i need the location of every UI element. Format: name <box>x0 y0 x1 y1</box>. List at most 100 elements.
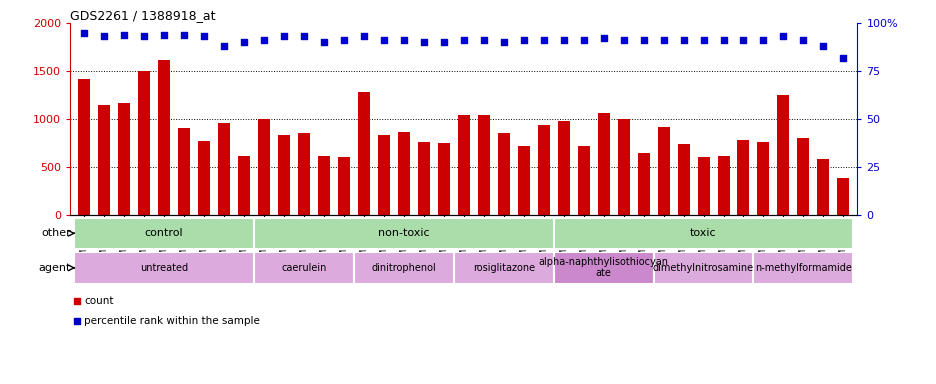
Point <box>356 33 371 40</box>
Point <box>735 37 750 43</box>
Bar <box>118 103 130 215</box>
Text: non-toxic: non-toxic <box>377 228 430 238</box>
Bar <box>557 121 569 215</box>
Bar <box>777 94 789 215</box>
Bar <box>197 141 210 215</box>
Point <box>755 37 770 43</box>
Bar <box>417 142 430 215</box>
Point <box>535 37 550 43</box>
Point <box>616 37 631 43</box>
Text: rosiglitazone: rosiglitazone <box>472 263 534 273</box>
Point <box>775 33 790 40</box>
Bar <box>553 252 653 283</box>
Text: control: control <box>145 228 183 238</box>
Bar <box>597 113 609 215</box>
Bar <box>178 128 190 215</box>
Bar <box>458 115 469 215</box>
Text: toxic: toxic <box>690 228 716 238</box>
Point <box>695 37 710 43</box>
Text: percentile rank within the sample: percentile rank within the sample <box>84 316 260 326</box>
Bar <box>737 140 749 215</box>
Bar <box>138 71 150 215</box>
Point <box>236 39 251 45</box>
Point <box>77 30 92 36</box>
Bar <box>437 143 449 215</box>
Bar <box>553 218 853 249</box>
Bar <box>74 218 254 249</box>
Bar <box>756 142 768 215</box>
Bar <box>338 157 349 215</box>
Point <box>475 37 490 43</box>
Bar <box>696 157 709 215</box>
Bar <box>254 218 553 249</box>
Text: count: count <box>84 296 114 306</box>
Bar <box>518 146 529 215</box>
Point <box>96 33 111 40</box>
Point <box>177 31 192 38</box>
Bar <box>74 252 254 283</box>
Bar <box>377 136 389 215</box>
Bar <box>298 134 310 215</box>
Bar <box>354 252 453 283</box>
Bar <box>218 123 230 215</box>
Bar <box>453 252 553 283</box>
Bar <box>158 61 170 215</box>
Point <box>416 39 431 45</box>
Bar <box>537 125 549 215</box>
Point <box>496 39 511 45</box>
Point <box>69 318 84 324</box>
Bar <box>578 146 589 215</box>
Bar <box>653 252 753 283</box>
Point <box>795 37 810 43</box>
Point <box>316 39 331 45</box>
Text: dimethylnitrosamine: dimethylnitrosamine <box>652 263 753 273</box>
Point <box>336 37 351 43</box>
Point <box>156 31 171 38</box>
Text: n-methylformamide: n-methylformamide <box>754 263 851 273</box>
Point <box>436 39 451 45</box>
Point <box>396 37 411 43</box>
Point <box>216 43 231 49</box>
Bar <box>477 115 490 215</box>
Bar <box>717 156 729 215</box>
Bar <box>79 79 90 215</box>
Point <box>256 37 271 43</box>
Point <box>595 35 610 41</box>
Bar <box>358 92 370 215</box>
Text: dinitrophenol: dinitrophenol <box>371 263 436 273</box>
Point <box>276 33 291 40</box>
Point <box>835 55 850 61</box>
Bar <box>657 127 669 215</box>
Bar <box>753 252 853 283</box>
Point <box>556 37 571 43</box>
Text: untreated: untreated <box>140 263 188 273</box>
Point <box>715 37 730 43</box>
Point <box>456 37 471 43</box>
Bar <box>816 159 828 215</box>
Point <box>815 43 830 49</box>
Point <box>636 37 651 43</box>
Bar <box>257 119 270 215</box>
Text: caerulein: caerulein <box>281 263 327 273</box>
Point <box>676 37 691 43</box>
Bar <box>797 138 809 215</box>
Text: GDS2261 / 1388918_at: GDS2261 / 1388918_at <box>70 9 215 22</box>
Point <box>376 37 391 43</box>
Bar <box>398 131 409 215</box>
Bar <box>617 119 629 215</box>
Bar <box>677 144 689 215</box>
Point <box>296 33 311 40</box>
Bar <box>278 136 290 215</box>
Bar <box>497 134 509 215</box>
Point <box>655 37 670 43</box>
Text: agent: agent <box>38 263 70 273</box>
Bar <box>317 156 329 215</box>
Point <box>197 33 212 40</box>
Point <box>576 37 591 43</box>
Bar <box>254 252 354 283</box>
Point <box>516 37 531 43</box>
Point <box>117 31 132 38</box>
Bar <box>837 177 848 215</box>
Point <box>137 33 152 40</box>
Text: other: other <box>41 228 70 238</box>
